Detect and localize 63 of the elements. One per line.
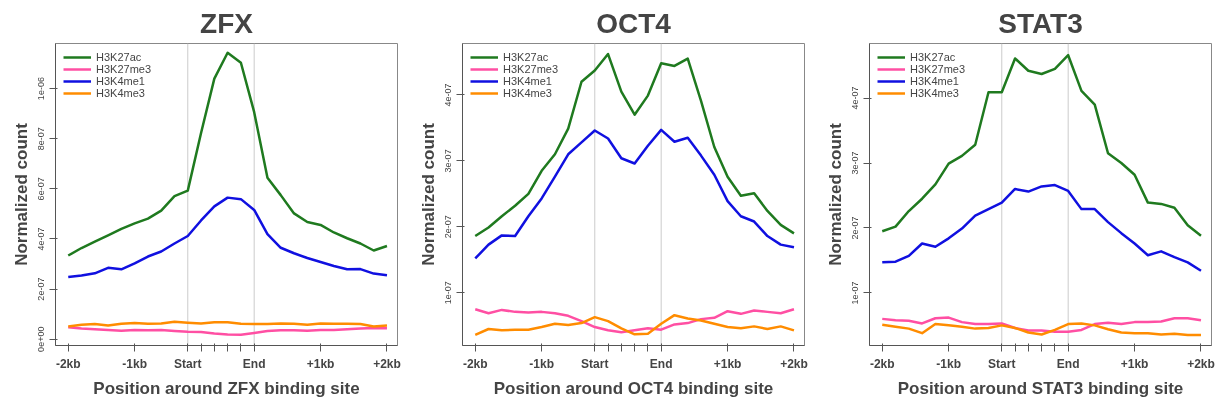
y-tick-label: 2e-07 [36, 277, 47, 301]
y-axis-title: Normalized count [11, 122, 31, 266]
y-tick-label: 4e-07 [36, 227, 47, 251]
y-tick-label: 1e-07 [443, 281, 454, 305]
legend-label: H3K4me1 [910, 75, 959, 87]
y-tick-label: 6e-07 [36, 177, 47, 201]
line-series [67, 325, 389, 336]
legend-label: H3K27ac [96, 51, 142, 63]
x-tick-label: End [649, 356, 673, 371]
y-axis-title: Normalized count [825, 122, 845, 266]
x-axis-title: Position around STAT3 binding site [897, 378, 1184, 398]
line-series [67, 51, 389, 257]
x-tick-label: -1kb [122, 356, 147, 371]
y-tick-label: 1e-07 [850, 281, 861, 305]
legend-label: H3K4me3 [503, 87, 552, 99]
chart-title: STAT3 [998, 7, 1083, 39]
x-tick-label: -2kb [462, 356, 488, 371]
line-series [474, 313, 796, 337]
legend-label: H3K27ac [910, 51, 956, 63]
legend-label: H3K4me1 [503, 75, 552, 87]
y-tick-label: 1e-06 [36, 77, 47, 101]
y-tick-label: 0e+00 [36, 326, 47, 352]
x-tick-label: Start [581, 356, 609, 371]
x-tick-label: +2kb [780, 356, 808, 371]
x-tick-label: +1kb [713, 356, 742, 371]
chart-title: ZFX [200, 7, 254, 39]
legend-label: H3K27me3 [910, 63, 966, 75]
legend-label: H3K4me1 [96, 75, 145, 87]
x-tick-label: Start [174, 356, 202, 371]
x-tick-label: End [242, 356, 266, 371]
y-tick-label: 3e-07 [850, 151, 861, 175]
y-axis-title: Normalized count [418, 122, 438, 266]
y-tick-label: 3e-07 [443, 149, 454, 173]
x-tick-label: -1kb [529, 356, 554, 371]
line-series [881, 53, 1203, 237]
legend-label: H3K27me3 [503, 63, 559, 75]
x-axis-title: Position around ZFX binding site [93, 378, 360, 398]
y-tick-label: 8e-07 [36, 127, 47, 151]
x-tick-label: Start [988, 356, 1016, 371]
x-tick-label: -1kb [936, 356, 961, 371]
x-tick-label: +2kb [373, 356, 401, 371]
y-tick-label: 2e-07 [850, 216, 861, 240]
legend-label: H3K4me3 [96, 87, 145, 99]
line-series [881, 322, 1203, 337]
chart-title: OCT4 [596, 7, 672, 39]
legend-label: H3K4me3 [910, 87, 959, 99]
x-tick-label: +1kb [1120, 356, 1149, 371]
line-series [881, 183, 1203, 273]
y-tick-label: 4e-07 [443, 83, 454, 107]
line-series [474, 128, 796, 260]
x-axis-title: Position around OCT4 binding site [493, 378, 774, 398]
x-tick-label: +2kb [1187, 356, 1215, 371]
line-series [474, 52, 796, 238]
x-tick-label: -2kb [55, 356, 81, 371]
y-tick-label: 4e-07 [850, 86, 861, 110]
line-series [474, 307, 796, 334]
y-tick-label: 2e-07 [443, 215, 454, 239]
x-tick-label: -2kb [869, 356, 895, 371]
legend-label: H3K27ac [503, 51, 549, 63]
line-series [67, 196, 389, 279]
x-tick-label: +1kb [306, 356, 335, 371]
x-tick-label: End [1056, 356, 1080, 371]
legend-label: H3K27me3 [96, 63, 152, 75]
